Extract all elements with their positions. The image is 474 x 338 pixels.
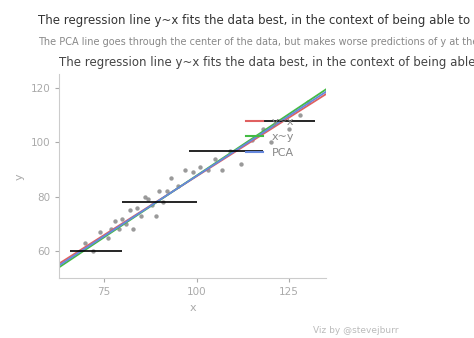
Point [145,197,152,202]
Legend: y~x, x~y, PCA: y~x, x~y, PCA [246,117,294,158]
Point [219,167,226,172]
Point [237,162,245,167]
Point [211,156,219,162]
Point [167,175,174,180]
Point [189,170,197,175]
Point [152,213,160,218]
Point [259,126,267,131]
Text: The PCA line goes through the center of the data, but makes worse predictions of: The PCA line goes through the center of … [38,37,474,47]
X-axis label: x: x [190,303,196,313]
Y-axis label: y: y [15,173,25,180]
Point [96,230,104,235]
Point [137,213,145,218]
Point [133,205,141,210]
Text: The regression line y~x fits the data best, in the context of being able to pred: The regression line y~x fits the data be… [59,56,474,69]
Point [67,281,74,286]
Point [82,240,89,246]
Point [163,189,171,194]
Point [155,189,163,194]
Point [267,140,274,145]
Point [141,194,148,199]
Point [148,202,156,208]
Point [122,221,130,227]
Point [89,248,97,254]
Point [297,113,304,118]
Point [104,235,111,240]
Point [174,183,182,189]
Point [274,118,282,123]
Point [130,227,137,232]
Point [111,218,119,224]
Point [118,216,126,221]
Point [115,227,122,232]
Point [248,137,256,142]
Point [159,199,167,205]
Point [126,208,134,213]
Text: The regression line y~x fits the data best, in the context of being able to pred: The regression line y~x fits the data be… [38,14,474,26]
Point [182,167,189,172]
Point [204,167,211,172]
Point [304,99,311,104]
Text: Viz by @stevejburr: Viz by @stevejburr [313,325,398,335]
Point [108,227,115,232]
Point [196,164,204,170]
Point [226,148,234,153]
Point [285,126,293,131]
